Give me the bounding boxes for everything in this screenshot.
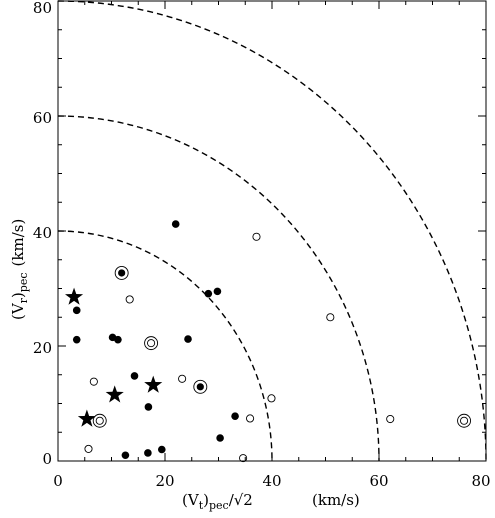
- double-circle-point: [144, 336, 159, 351]
- filled-circle-point: [157, 445, 166, 454]
- x-tick-label: 60: [369, 472, 388, 490]
- axis-ticks: [57, 0, 487, 462]
- x-axis-label-part: t: [199, 499, 204, 512]
- double-circle-inner: [95, 416, 104, 425]
- x-axis-label-part: ): [203, 491, 209, 509]
- filled-circle-point: [171, 220, 180, 228]
- open-circle-point: [84, 444, 93, 453]
- x-tick-label: 80: [471, 472, 490, 490]
- circled-dot-point: [114, 266, 129, 280]
- y-tick-label: 40: [33, 224, 52, 242]
- x-axis-label: (Vt)pec/√2 (km/s): [182, 491, 360, 512]
- filled-circle-point: [216, 434, 224, 442]
- x-axis-label-part: pec: [209, 499, 229, 512]
- svg-text:(Vt)pec/√2: (Vt)pec/√2: [182, 491, 253, 512]
- reference-circle-r40: [57, 230, 273, 462]
- open-circle-point: [125, 295, 134, 304]
- circled-dot-point: [193, 379, 208, 394]
- y-tick-label: 80: [33, 0, 52, 17]
- reference-circle-r60: [57, 115, 380, 462]
- y-axis-label-part: (V: [9, 302, 27, 320]
- double-circle-outer: [144, 336, 159, 351]
- x-tick-label: 40: [262, 472, 281, 490]
- open-circle-point: [267, 394, 276, 403]
- reference-circle-r80: [57, 0, 487, 462]
- open-circle-point: [89, 377, 98, 386]
- reference-circles: [57, 0, 487, 462]
- star-point: [144, 375, 163, 393]
- open-circle-point: [252, 232, 261, 241]
- filled-circle-point: [184, 335, 192, 343]
- svg-text:(Vr)pec(km/s): (Vr)pec (km/s): [9, 219, 30, 320]
- double-circle-inner: [460, 416, 469, 425]
- star-point: [77, 409, 96, 427]
- filled-circle-point: [121, 451, 130, 460]
- y-axis-unit: (km/s): [9, 219, 27, 267]
- double-circle-point: [92, 413, 107, 428]
- double-circle-outer: [457, 413, 472, 428]
- y-tick-label: 60: [33, 109, 52, 127]
- y-tick-label: 20: [33, 339, 52, 357]
- filled-circle-point: [72, 335, 81, 344]
- filled-circle-point: [130, 372, 139, 380]
- open-circle-point: [246, 414, 255, 423]
- filled-circle-point: [231, 412, 239, 420]
- x-tick-label: 0: [53, 472, 63, 490]
- filled-circle-point: [213, 287, 222, 296]
- y-axis-label: (Vr)pec (km/s): [9, 219, 30, 320]
- star-point: [105, 385, 124, 403]
- circled-dot-center: [196, 383, 204, 391]
- y-axis-label-part: ): [9, 292, 27, 298]
- filled-circle-point: [72, 306, 81, 315]
- x-axis-label-part: (V: [182, 491, 200, 509]
- filled-circle-point: [114, 335, 122, 344]
- filled-circle-point: [144, 449, 152, 457]
- double-circle-point: [457, 413, 472, 428]
- data-markers: [65, 220, 472, 463]
- open-circle-point: [326, 313, 335, 322]
- star-point: [65, 287, 84, 305]
- y-axis-label-part: pec: [17, 272, 30, 292]
- y-axis-label-part: r: [17, 297, 30, 303]
- filled-circle-point: [144, 403, 153, 411]
- double-circle-inner: [147, 339, 156, 348]
- open-circle-point: [178, 374, 187, 383]
- y-tick-label: 0: [42, 450, 52, 468]
- open-circle-point: [386, 414, 395, 424]
- filled-circle-point: [204, 289, 213, 298]
- double-circle-outer: [92, 413, 107, 428]
- x-axis-label-part: /√2: [229, 491, 253, 509]
- x-tick-label: 20: [155, 472, 174, 490]
- circled-dot-center: [118, 269, 126, 277]
- x-axis-unit: (km/s): [312, 491, 360, 509]
